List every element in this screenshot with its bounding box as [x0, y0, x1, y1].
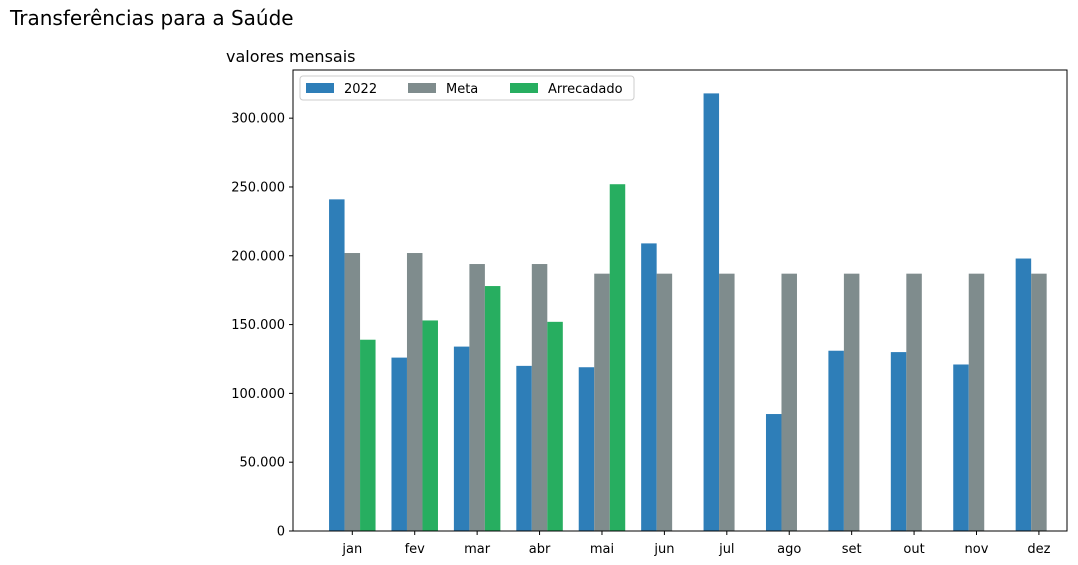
y-tick-label: 0 — [277, 525, 285, 540]
axes-group: 0 50.000 100.000 150.000 200.000 250.000 300.0… — [231, 69, 1068, 557]
legend-swatch-2022 — [306, 83, 334, 93]
y-tick-label: 250.000 — [231, 180, 285, 195]
bar-meta-jun — [656, 273, 673, 531]
figure-title: Transferências para a Saúde — [10, 6, 294, 30]
bar-meta-ago — [781, 273, 797, 531]
y-tick-label: 200.000 — [231, 249, 285, 264]
bar-meta-set — [843, 273, 860, 531]
bar-meta-jul — [719, 273, 735, 531]
bar-2022-fev — [391, 357, 407, 531]
x-tick-label: mar — [464, 542, 491, 557]
plot-frame — [292, 69, 1068, 532]
x-tick-label: jun — [653, 542, 674, 557]
x-tick-label: fev — [405, 542, 426, 557]
bar-meta-jan — [344, 253, 361, 531]
bar-arrecadado-fev — [422, 320, 438, 531]
legend-label-meta: Meta — [446, 82, 478, 97]
bar-meta-nov — [968, 273, 985, 531]
x-tick-label: out — [903, 542, 924, 557]
x-tick-label: mai — [590, 542, 614, 557]
legend-label-2022: 2022 — [344, 82, 377, 97]
legend-label-arrecadado: Arrecadado — [548, 82, 623, 97]
x-tick-label: set — [842, 542, 862, 557]
legend-swatch-meta — [408, 83, 436, 93]
bar-arrecadado-abr — [547, 321, 563, 531]
bar-2022-out — [890, 352, 907, 531]
bar-2022-jul — [703, 93, 720, 531]
y-tick-label: 100.000 — [231, 387, 285, 402]
bar-meta-mai — [594, 273, 610, 531]
bar-2022-jun — [641, 243, 657, 531]
y-tick-label: 150.000 — [231, 318, 285, 333]
bar-2022-abr — [516, 365, 532, 531]
bar-meta-abr — [531, 264, 548, 531]
chart-subtitle: valores mensais — [226, 47, 356, 66]
bar-2022-mai — [578, 367, 595, 531]
y-tick-label: 300.000 — [231, 112, 285, 127]
bar-2022-set — [828, 350, 844, 531]
bar-arrecadado-mar — [484, 286, 501, 531]
bar-2022-nov — [953, 364, 969, 531]
x-tick-label: ago — [777, 542, 801, 557]
y-tick-label: 50.000 — [240, 456, 286, 471]
bar-2022-mar — [453, 346, 470, 531]
x-tick-label: jul — [718, 542, 734, 557]
x-tick-label: nov — [965, 542, 989, 557]
bar-arrecadado-mai — [609, 184, 626, 531]
x-tick-label: abr — [529, 542, 551, 557]
bar-meta-fev — [406, 253, 423, 531]
bars-group — [329, 93, 1047, 532]
bar-meta-mar — [469, 264, 485, 531]
x-tick-label: jan — [341, 542, 362, 557]
bar-arrecadado-jan — [360, 339, 376, 531]
bar-2022-jan — [329, 199, 345, 532]
x-tick-label: dez — [1027, 542, 1050, 557]
bar-meta-dez — [1031, 273, 1047, 531]
bar-2022-dez — [1015, 258, 1032, 531]
bar-2022-ago — [765, 414, 782, 531]
bar-meta-out — [906, 273, 922, 531]
legend-box — [299, 75, 635, 101]
legend: 2022 Meta Arrecadado — [299, 75, 635, 101]
legend-swatch-arrecadado — [510, 83, 538, 93]
